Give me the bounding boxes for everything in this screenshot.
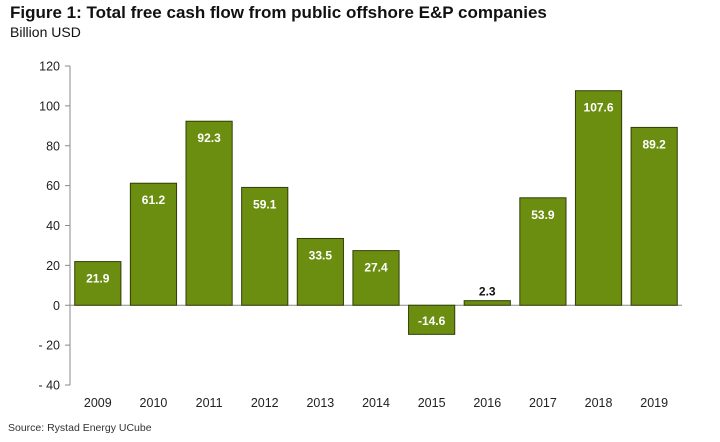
x-tick-label: 2016	[473, 396, 501, 410]
bar-2010	[129, 182, 178, 306]
y-tick-label: - 20	[38, 339, 60, 353]
data-label: 27.4	[364, 261, 388, 275]
bars	[74, 90, 678, 335]
data-label: 59.1	[253, 197, 277, 211]
y-tick-label: 100	[39, 99, 60, 113]
bar-2019	[630, 126, 678, 306]
bar-2012	[241, 186, 289, 306]
data-label: -14.6	[418, 314, 446, 328]
bar-2014	[352, 250, 400, 306]
y-tick-label: 80	[46, 139, 60, 153]
data-label: 92.3	[197, 131, 221, 145]
x-tick-label: 2011	[196, 396, 223, 410]
x-tick-label: 2014	[362, 396, 390, 410]
bar-2015	[408, 304, 456, 335]
axes: - 40 - 20 0 20 40 60 80 100 120 2009 2010 2011 2012 2…	[38, 60, 682, 410]
bar-2016	[463, 300, 511, 306]
data-label: 33.5	[309, 248, 333, 262]
data-label: 21.9	[86, 272, 110, 286]
y-tick-label: 60	[46, 179, 60, 193]
y-tick-label: 20	[46, 259, 60, 273]
x-tick-label: 2009	[84, 396, 112, 410]
x-tick-label: 2015	[418, 396, 446, 410]
data-label: 89.2	[643, 137, 667, 151]
y-tick-label: 40	[46, 219, 60, 233]
data-label: 61.2	[142, 193, 166, 207]
x-tick-label: 2018	[585, 396, 613, 410]
bar-2013	[296, 237, 344, 306]
bar-2009	[74, 261, 122, 306]
x-tick-label: 2017	[529, 396, 557, 410]
bar-2017	[519, 197, 567, 306]
y-tick-label: 0	[53, 299, 60, 313]
x-tick-label: 2019	[640, 396, 668, 410]
chart-subtitle: Billion USD	[10, 24, 81, 40]
y-tick-label: 120	[39, 60, 60, 74]
x-tick-label: 2013	[306, 396, 334, 410]
x-tick-label: 2012	[251, 396, 279, 410]
data-labels: 21.9 61.2 92.3 59.1 33.5 27.4 -14.6 2.3 53.9 107.…	[86, 101, 666, 328]
chart-title: Figure 1: Total free cash flow from publ…	[10, 3, 547, 22]
data-label: 2.3	[479, 285, 496, 299]
bar-2018	[574, 90, 623, 306]
data-label: 53.9	[531, 208, 555, 222]
data-label: 107.6	[584, 101, 614, 115]
source-note: Source: Rystad Energy UCube	[8, 422, 152, 434]
y-tick-label: - 40	[38, 379, 60, 393]
bar-2011	[185, 120, 233, 306]
x-tick-label: 2010	[140, 396, 168, 410]
